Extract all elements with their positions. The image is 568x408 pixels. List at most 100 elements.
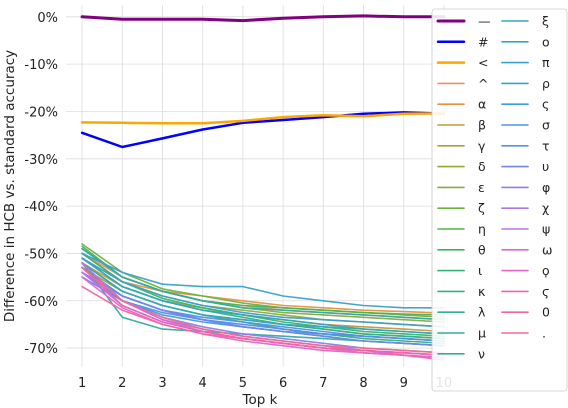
legend-item: δ	[437, 159, 486, 174]
legend-label: ε	[478, 180, 485, 195]
legend-item: —	[436, 14, 491, 29]
x-tick-label: 7	[319, 376, 327, 391]
series-line	[81, 266, 445, 354]
legend-label: ϙ	[542, 263, 550, 278]
legend-item: υ	[501, 159, 549, 174]
y-tick-label: -20%	[24, 105, 58, 120]
series-line	[81, 271, 445, 347]
x-tick-label: 3	[158, 376, 166, 391]
legend-label: γ	[478, 138, 486, 153]
legend-label: θ	[478, 242, 486, 257]
series-line	[81, 257, 445, 314]
legend-item: ψ	[501, 222, 550, 237]
legend-label: φ	[542, 180, 550, 195]
series-line	[81, 252, 445, 338]
legend-item: κ	[437, 284, 486, 299]
legend-label: ν	[478, 346, 485, 361]
series-line	[81, 262, 445, 335]
y-tick-label: -70%	[24, 342, 58, 357]
x-tick-label: 8	[359, 376, 367, 391]
legend-label: υ	[542, 159, 549, 174]
legend-item: ν	[437, 346, 485, 361]
legend-label: ϛ	[542, 284, 549, 299]
legend-label: χ	[542, 201, 549, 216]
legend-label: α	[478, 97, 486, 112]
series-line	[81, 257, 445, 328]
x-tick-label: 5	[239, 376, 247, 391]
series-line	[81, 252, 445, 309]
legend-label: ς	[542, 97, 549, 112]
series-lines	[80, 14, 446, 361]
y-tick-label: -40%	[24, 200, 58, 215]
legend-item: η	[437, 222, 486, 237]
legend-label: δ	[478, 159, 486, 174]
series-line	[81, 276, 445, 342]
legend-label: 0	[542, 305, 550, 320]
series-line	[81, 285, 445, 357]
x-tick-label: 2	[118, 376, 126, 391]
legend-item: ω	[501, 242, 552, 257]
y-axis-ticks: 0% -10% -20% -30% -40% -50% -60% -70%	[24, 11, 58, 357]
legend-label: κ	[478, 284, 486, 299]
legend-label: ο	[542, 34, 550, 49]
legend-item: ο	[501, 34, 550, 49]
y-tick-label: -50%	[24, 247, 58, 262]
legend-item: π	[501, 55, 550, 70]
y-tick-label: -30%	[24, 153, 58, 168]
legend-item: β	[437, 118, 486, 133]
legend-item: τ	[501, 138, 550, 153]
legend-item: ι	[437, 263, 482, 278]
legend-label: ρ	[542, 76, 550, 91]
legend-label: β	[478, 118, 486, 133]
legend-item: ς	[501, 97, 549, 112]
legend-item: 0	[501, 305, 550, 320]
legend-label: ι	[478, 263, 482, 278]
legend-item: λ	[437, 305, 486, 320]
legend-item: φ	[501, 180, 550, 195]
series-line	[81, 247, 445, 321]
legend-item: ζ	[437, 201, 485, 216]
legend-item: .	[501, 326, 546, 341]
legend-item: ^	[437, 76, 488, 91]
series-line	[80, 112, 446, 125]
legend-label: ξ	[542, 14, 549, 29]
legend-item: <	[436, 55, 488, 70]
legend-label: <	[478, 55, 488, 70]
legend-label: ψ	[542, 222, 550, 237]
y-tick-label: 0%	[37, 11, 58, 26]
legend-label: —	[478, 14, 491, 29]
legend-label: τ	[542, 138, 550, 153]
legend-label: μ	[478, 326, 486, 341]
legend-item: ϛ	[501, 284, 549, 299]
legend-item: #	[436, 34, 488, 49]
legend-label: .	[542, 326, 546, 341]
x-tick-label: 6	[279, 376, 287, 391]
legend-item: χ	[501, 201, 549, 216]
legend-label: ^	[478, 76, 488, 91]
legend-item: σ	[501, 118, 550, 133]
legend-label: π	[542, 55, 550, 70]
legend-item: ε	[437, 180, 485, 195]
legend-item: α	[437, 97, 486, 112]
legend-label: ω	[542, 242, 552, 257]
legend-label: ζ	[478, 201, 485, 216]
x-tick-label: 9	[400, 376, 408, 391]
x-tick-label: 4	[199, 376, 207, 391]
legend-label: σ	[542, 118, 550, 133]
x-axis-ticks: 12345678910	[78, 376, 452, 391]
x-tick-label: 1	[78, 376, 86, 391]
legend-label: η	[478, 222, 486, 237]
x-axis-title: Top k	[242, 392, 278, 408]
series-line	[80, 14, 446, 23]
legend-item: ξ	[501, 14, 549, 29]
legend-label: #	[478, 34, 488, 49]
y-tick-label: -10%	[24, 58, 58, 73]
legend-item: θ	[437, 242, 486, 257]
series-line	[80, 111, 446, 149]
legend-label: λ	[478, 305, 486, 320]
legend-item: μ	[437, 326, 486, 341]
legend-box	[431, 8, 568, 392]
y-axis-title: Difference in HCB vs. standard accuracy	[2, 50, 18, 322]
